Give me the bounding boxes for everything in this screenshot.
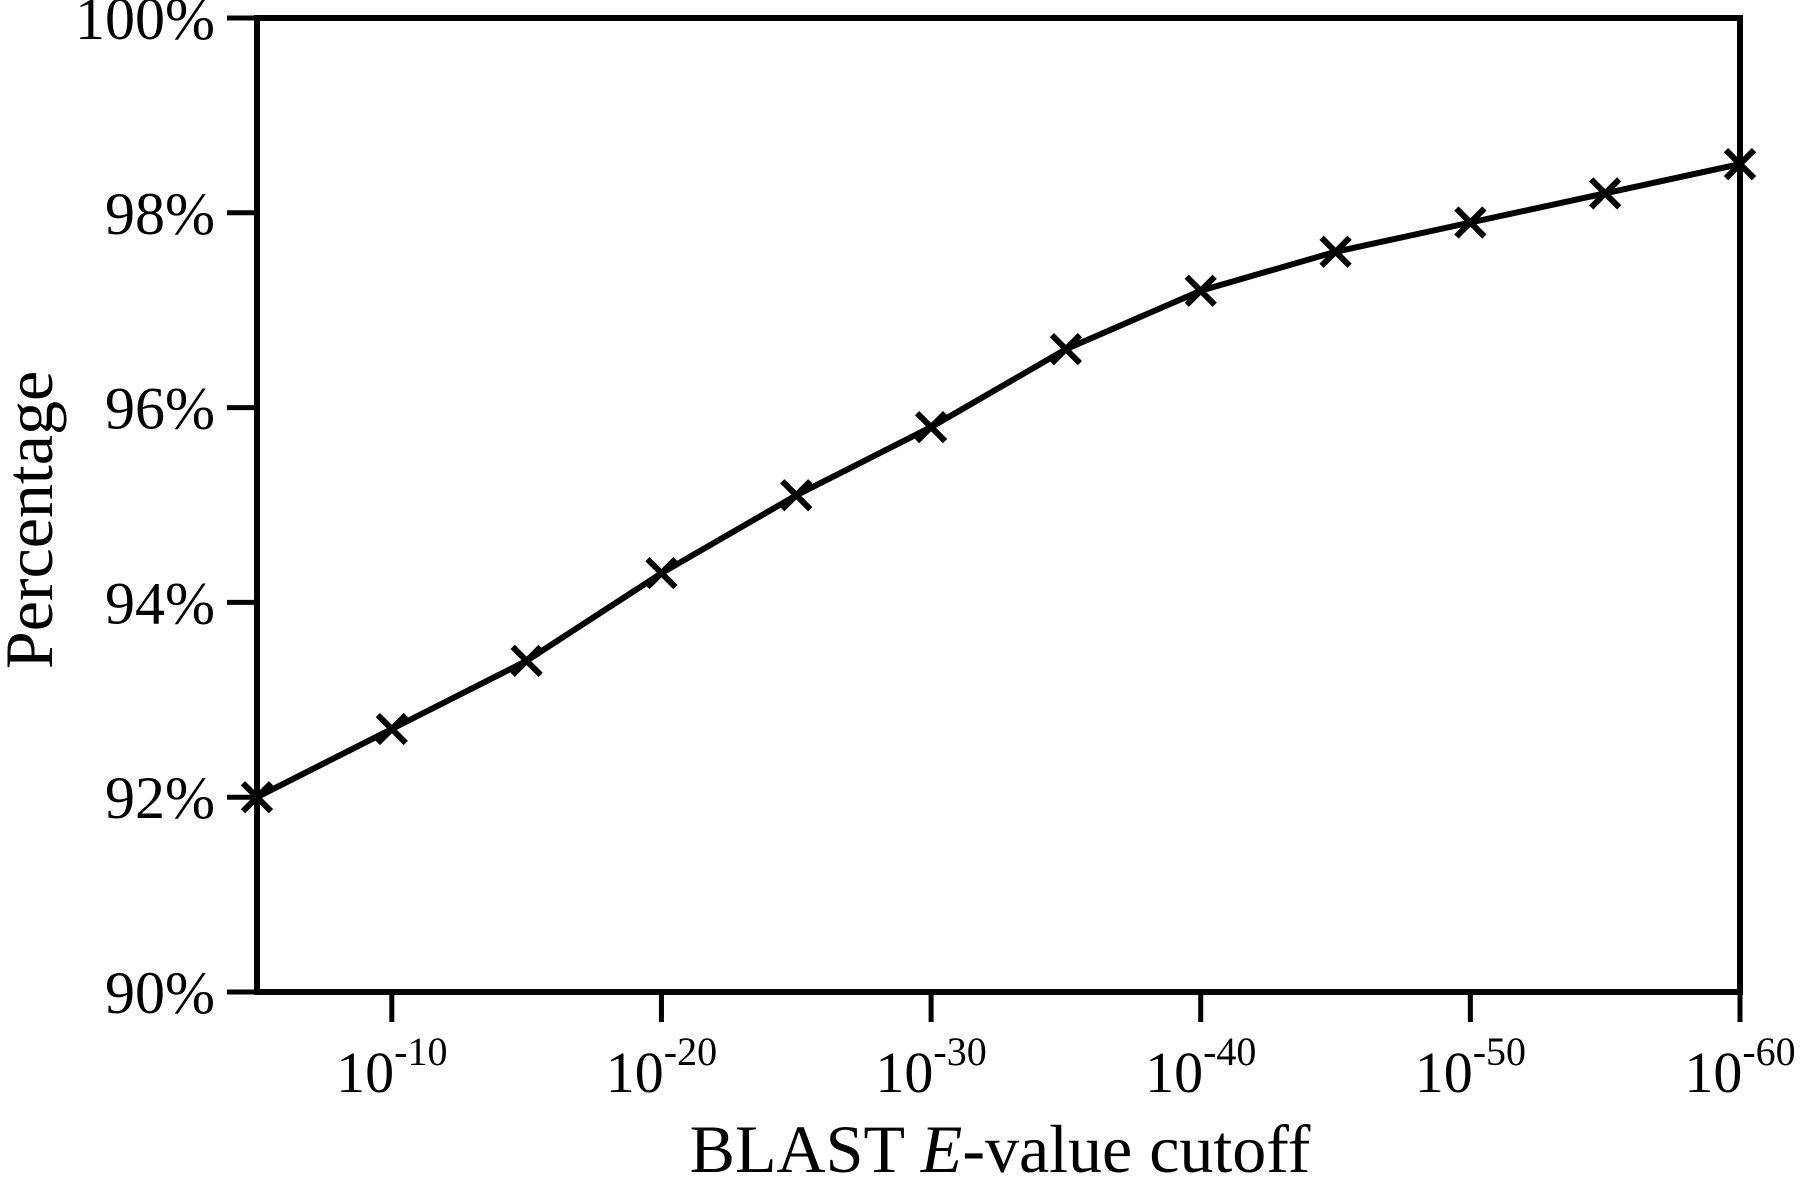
data-points: [240, 147, 1757, 814]
data-point-marker: [645, 557, 678, 590]
data-point-marker: [1184, 274, 1217, 307]
x-axis-tick-label: 10-40: [1145, 1029, 1256, 1105]
data-point-marker: [914, 410, 948, 444]
data-point-marker: [1589, 177, 1622, 210]
y-axis-tick-label: 100%: [75, 0, 215, 52]
x-axis-tick-label: 10-10: [336, 1029, 447, 1105]
y-axis-tick-label: 92%: [105, 765, 215, 831]
data-point-marker: [1454, 206, 1487, 239]
chart-plot-area: 100%98%96%94%92%90%10-10 10-20 10-30 10-40 1…: [75, 0, 1796, 1105]
data-point-marker: [780, 479, 813, 512]
x-axis-title-part-3: -value cutoff: [962, 1111, 1310, 1187]
data-point-marker: [375, 712, 408, 746]
x-axis-title-part-2: E: [920, 1111, 963, 1187]
y-axis-tick-label: 94%: [105, 570, 215, 636]
x-axis-tick-label: 10-50: [1415, 1029, 1526, 1105]
data-point-marker: [1319, 235, 1352, 268]
y-axis-tick-label: 90%: [105, 960, 215, 1026]
y-axis-tick-label: 96%: [105, 376, 215, 442]
series-line: [255, 161, 1741, 800]
x-axis: 10-10 10-20 10-30 10-40 10-50 10-60: [336, 992, 1796, 1105]
data-point-marker: [510, 644, 543, 677]
data-point-marker: [240, 781, 274, 814]
plot-frame: [254, 15, 1743, 995]
x-axis-title: BLAST E-value cutoff: [690, 1111, 1311, 1187]
x-axis-tick-label: 10-60: [1684, 1029, 1795, 1105]
y-axis: 100% 98% 96% 94% 92% 90%: [75, 0, 257, 1026]
y-axis-title: Percentage: [0, 371, 67, 669]
data-point-marker: [1723, 147, 1757, 181]
y-axis-tick-label: 98%: [105, 181, 215, 247]
x-axis-title-part-1: BLAST: [690, 1111, 921, 1187]
data-point-marker: [1049, 333, 1083, 366]
x-axis-tick-label: 10-20: [606, 1029, 717, 1105]
x-axis-tick-label: 10-30: [875, 1029, 986, 1105]
